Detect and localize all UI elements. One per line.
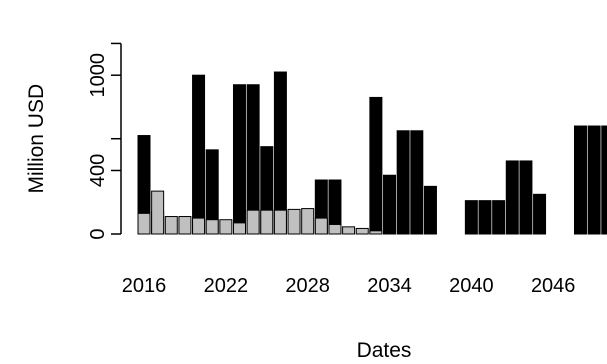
y-axis-title: Million USD	[25, 84, 48, 194]
bar-series-a-2033	[369, 96, 383, 235]
bar-series-a-2049	[587, 125, 601, 235]
bar-series-b-2016	[137, 212, 151, 235]
bar-series-a-2037	[423, 185, 437, 235]
bar-series-b-2021	[205, 219, 219, 235]
bar-series-a-2050	[601, 125, 607, 235]
bar-series-b-2029	[314, 217, 328, 235]
bar-series-a-2023	[232, 84, 246, 235]
bars-layer	[137, 71, 607, 235]
bar-series-b-2017	[151, 190, 165, 235]
bar-series-a-2034	[383, 174, 397, 235]
bar-series-b-2024	[246, 209, 260, 235]
bar-series-b-2022	[219, 219, 233, 235]
bar-series-b-2033	[369, 230, 383, 235]
bar-series-a-2044	[519, 160, 533, 235]
bar-series-a-2036	[410, 130, 424, 235]
bar-series-b-2018	[164, 216, 178, 235]
y-tick-label: 0	[87, 228, 109, 239]
bar-series-a-2043	[505, 160, 519, 235]
x-tick-label: 2016	[122, 275, 167, 297]
bar-series-b-2025	[260, 209, 274, 235]
bar-series-a-2045	[533, 193, 547, 235]
bar-series-b-2032	[355, 227, 369, 235]
y-axis-ticks: 0 400 1000	[87, 42, 121, 240]
bar-series-b-2019	[178, 216, 192, 235]
bar-series-a-2042	[492, 200, 506, 235]
x-tick-label: 2022	[204, 275, 249, 297]
y-tick-label: 1000	[87, 53, 109, 98]
x-tick-label: 2028	[285, 275, 330, 297]
bar-series-a-2020	[192, 74, 206, 235]
bar-series-b-2026	[273, 209, 287, 235]
bar-series-b-2027	[287, 208, 301, 235]
bar-series-a-2040	[464, 200, 478, 235]
bar-series-a-2041	[478, 200, 492, 235]
x-tick-label: 2034	[367, 275, 412, 297]
bar-series-b-2020	[192, 217, 206, 235]
x-axis-title: Dates	[357, 339, 412, 362]
bar-series-b-2031	[342, 226, 356, 235]
bar-series-a-2035	[396, 130, 410, 235]
x-tick-label: 2046	[531, 275, 576, 297]
bar-series-b-2028	[301, 208, 315, 235]
y-tick-label: 400	[87, 154, 109, 187]
x-axis-ticks: 2016 2022 2028 2034 2040 2046	[122, 275, 576, 297]
bar-series-a-2048	[573, 125, 587, 235]
bar-series-b-2023	[232, 222, 246, 235]
bar-series-b-2030	[328, 223, 342, 235]
x-tick-label: 2040	[449, 275, 494, 297]
